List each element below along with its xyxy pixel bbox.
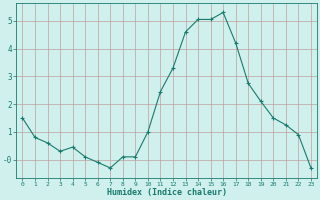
X-axis label: Humidex (Indice chaleur): Humidex (Indice chaleur) — [107, 188, 227, 197]
